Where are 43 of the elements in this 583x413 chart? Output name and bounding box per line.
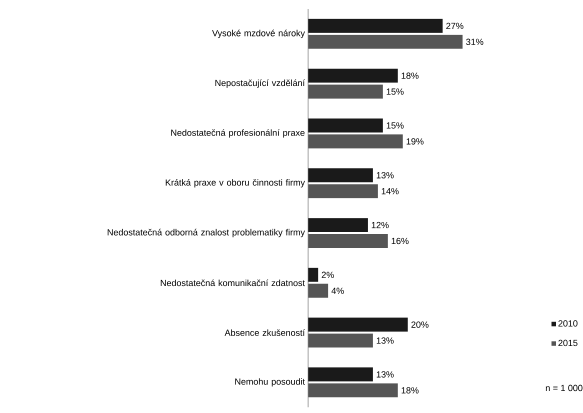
- bar: [308, 318, 408, 332]
- bar: [308, 367, 373, 382]
- data-label: 15%: [386, 122, 404, 129]
- data-label: 27%: [446, 22, 464, 29]
- data-label: 13%: [376, 371, 394, 378]
- legend-label: 2010: [558, 320, 578, 326]
- y-tick-label: Nedostatečná komunikační zdatnost: [160, 279, 305, 286]
- data-label: 16%: [392, 238, 409, 244]
- bar: [308, 134, 403, 148]
- bar: [308, 268, 318, 282]
- y-tick-label: Krátká praxe v oboru činnosti firmy: [166, 178, 305, 188]
- data-label: 20%: [411, 321, 429, 328]
- y-tick-label: Absence zkušeností: [224, 329, 305, 336]
- bar: [308, 218, 368, 232]
- data-label: 15%: [386, 88, 404, 95]
- data-label: 31%: [466, 38, 484, 45]
- data-label: 18%: [402, 387, 419, 394]
- bar: [308, 34, 463, 49]
- bar: [308, 118, 383, 132]
- y-tick-label: Nedostatečná profesionální praxe: [171, 129, 305, 138]
- bar: [308, 84, 383, 98]
- bar: [308, 68, 398, 83]
- bar: [308, 18, 443, 33]
- bar: [308, 184, 378, 198]
- data-label: 4%: [331, 288, 344, 294]
- y-tick-label: Vysoké mzdové nároky: [212, 30, 305, 38]
- data-label: 19%: [406, 138, 424, 144]
- data-label: 2%: [322, 272, 334, 278]
- data-label: 13%: [376, 172, 394, 178]
- bar: [308, 168, 373, 182]
- data-label: 18%: [402, 72, 419, 79]
- y-tick-label: Nemohu posoudit: [235, 378, 305, 386]
- text: n = 1 000: [546, 384, 582, 392]
- data-label: 12%: [372, 222, 389, 228]
- data-label: 14%: [382, 188, 399, 194]
- y-tick-label: Nepostačující vzdělání: [215, 79, 305, 88]
- legend-label: 2015: [558, 340, 578, 346]
- y-tick-label: Nedostatečná odborná znalost problematiky firmy: [108, 228, 305, 238]
- bar: [308, 284, 328, 298]
- data-label: 13%: [376, 337, 394, 344]
- bar: [308, 234, 388, 248]
- bar: [308, 383, 398, 398]
- bar: [308, 333, 373, 348]
